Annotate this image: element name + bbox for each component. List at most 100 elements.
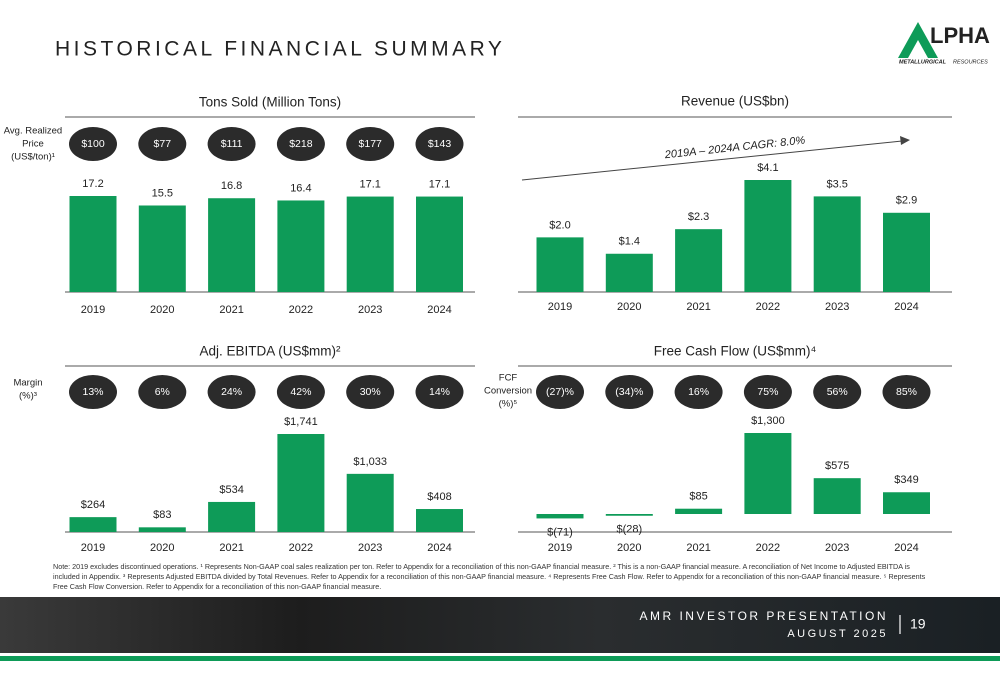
badge-label: 56%: [827, 386, 848, 398]
badge-label: 14%: [429, 386, 450, 398]
footer-presentation: AMR INVESTOR PRESENTATION: [639, 609, 888, 623]
value-label: 15.5: [152, 187, 173, 199]
bar: [416, 196, 463, 292]
badge-label: (27)%: [546, 386, 574, 398]
cagr-arrowhead: [900, 136, 910, 145]
x-tick-label: 2019: [548, 301, 572, 313]
bar: [744, 433, 792, 514]
bar: [346, 473, 394, 532]
badge-side-label: Price: [22, 139, 44, 150]
badge-side-label: Avg. Realized: [4, 126, 62, 137]
x-tick-label: 2019: [81, 304, 105, 316]
bar: [883, 492, 930, 514]
x-tick-label: 2020: [150, 542, 174, 554]
bar: [883, 212, 930, 292]
value-label: 17.2: [82, 178, 103, 190]
badge-label: $111: [221, 138, 243, 150]
badge-label: $218: [289, 138, 313, 150]
badge-side-label: Conversion: [484, 386, 532, 397]
badge-side-label: (US$/ton)¹: [11, 152, 55, 163]
bar: [416, 509, 463, 532]
badge: [674, 375, 723, 409]
value-label: $83: [153, 509, 171, 521]
value-label: $408: [427, 491, 451, 503]
x-tick-label: 2023: [825, 542, 849, 554]
footer-band: [0, 597, 1000, 653]
badge: [813, 375, 862, 409]
bar: [277, 200, 325, 292]
footer-date: AUGUST 2025: [787, 628, 888, 640]
x-tick-label: 2022: [756, 301, 780, 313]
bar: [346, 196, 394, 292]
value-label: $3.5: [826, 178, 847, 190]
page-number: 19: [910, 616, 926, 632]
bar: [277, 434, 325, 532]
x-tick-label: 2021: [219, 542, 243, 554]
badge-label: (34)%: [615, 386, 643, 398]
x-tick-label: 2021: [686, 301, 710, 313]
badge: [346, 127, 395, 161]
x-tick-label: 2023: [358, 542, 382, 554]
badge: [69, 127, 117, 161]
chart-title: Tons Sold (Million Tons): [199, 95, 341, 110]
value-label: $534: [219, 484, 243, 496]
x-tick-label: 2024: [427, 542, 451, 554]
badge-side-label: Margin: [13, 378, 42, 389]
chart-title: Adj. EBITDA (US$mm)²: [199, 344, 341, 359]
badge-label: $77: [154, 138, 172, 150]
badge-side-label: (%)⁵: [499, 399, 518, 410]
value-label: $1,300: [751, 415, 785, 427]
badge-side-label: FCF: [499, 373, 518, 384]
x-tick-label: 2022: [289, 304, 313, 316]
value-label: $2.0: [549, 219, 570, 231]
bar: [69, 517, 117, 532]
x-tick-label: 2020: [617, 542, 641, 554]
badge: [276, 127, 325, 161]
slide-title: HISTORICAL FINANCIAL SUMMARY: [55, 38, 505, 61]
cagr-arrow: [521, 140, 903, 181]
badge: [743, 375, 792, 409]
badge: [882, 375, 931, 409]
value-label: $575: [825, 460, 849, 472]
bar: [813, 478, 861, 514]
value-label: 16.4: [290, 182, 311, 194]
badge: [138, 375, 187, 409]
badge: [138, 127, 187, 161]
value-label: $2.3: [688, 211, 709, 223]
badge-side-label: (%)³: [19, 391, 37, 402]
x-tick-label: 2024: [894, 542, 918, 554]
x-tick-label: 2020: [617, 301, 641, 313]
badge: [605, 375, 654, 409]
badge-label: 13%: [82, 386, 103, 398]
value-label: $1,033: [353, 456, 387, 468]
value-label: 17.1: [359, 178, 380, 190]
value-label: $264: [81, 499, 105, 511]
bar: [605, 514, 653, 516]
badge-label: 85%: [896, 386, 917, 398]
bar: [536, 237, 584, 292]
bar: [536, 514, 584, 519]
footnote: Note: 2019 excludes discontinued operati…: [53, 562, 926, 591]
x-tick-label: 2024: [894, 301, 918, 313]
logo-text: LPHA: [930, 23, 990, 48]
badge: [276, 375, 325, 409]
badge-label: 42%: [290, 386, 311, 398]
badge: [346, 375, 395, 409]
value-label: $1.4: [619, 236, 640, 248]
bar: [675, 508, 723, 514]
badge-label: $143: [428, 138, 452, 150]
chart-title: Free Cash Flow (US$mm)⁴: [654, 344, 817, 359]
bar: [605, 253, 653, 292]
badge: [536, 375, 584, 409]
x-tick-label: 2022: [289, 542, 313, 554]
logo-tagline: RESOURCES: [953, 59, 988, 65]
badge: [69, 375, 117, 409]
badge-label: 16%: [688, 386, 709, 398]
badge-label: $100: [81, 138, 105, 150]
bar: [138, 527, 186, 532]
badge-label: 30%: [360, 386, 381, 398]
value-label: 16.8: [221, 180, 242, 192]
x-tick-label: 2022: [756, 542, 780, 554]
